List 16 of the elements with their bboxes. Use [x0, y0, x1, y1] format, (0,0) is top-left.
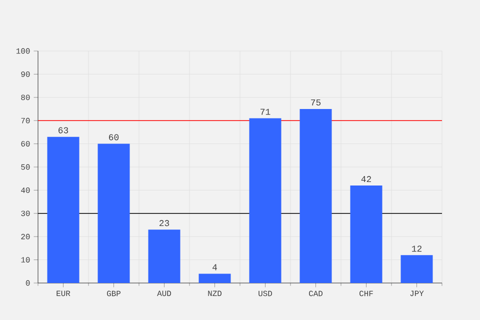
data-label: 12 [412, 246, 422, 252]
data-label: 71 [260, 108, 270, 115]
data-label: 60 [109, 134, 119, 140]
data-label: 63 [58, 127, 68, 134]
bar [249, 118, 282, 283]
data-label: 75 [311, 99, 321, 106]
data-label: 4 [212, 264, 217, 270]
bar [300, 109, 332, 283]
data-label: 23 [159, 220, 170, 226]
bar [350, 186, 382, 283]
bar [400, 255, 433, 283]
data-label: 42 [361, 176, 371, 182]
bar [98, 144, 130, 283]
bar [198, 274, 231, 283]
bar [148, 230, 180, 283]
bar [47, 136, 80, 283]
